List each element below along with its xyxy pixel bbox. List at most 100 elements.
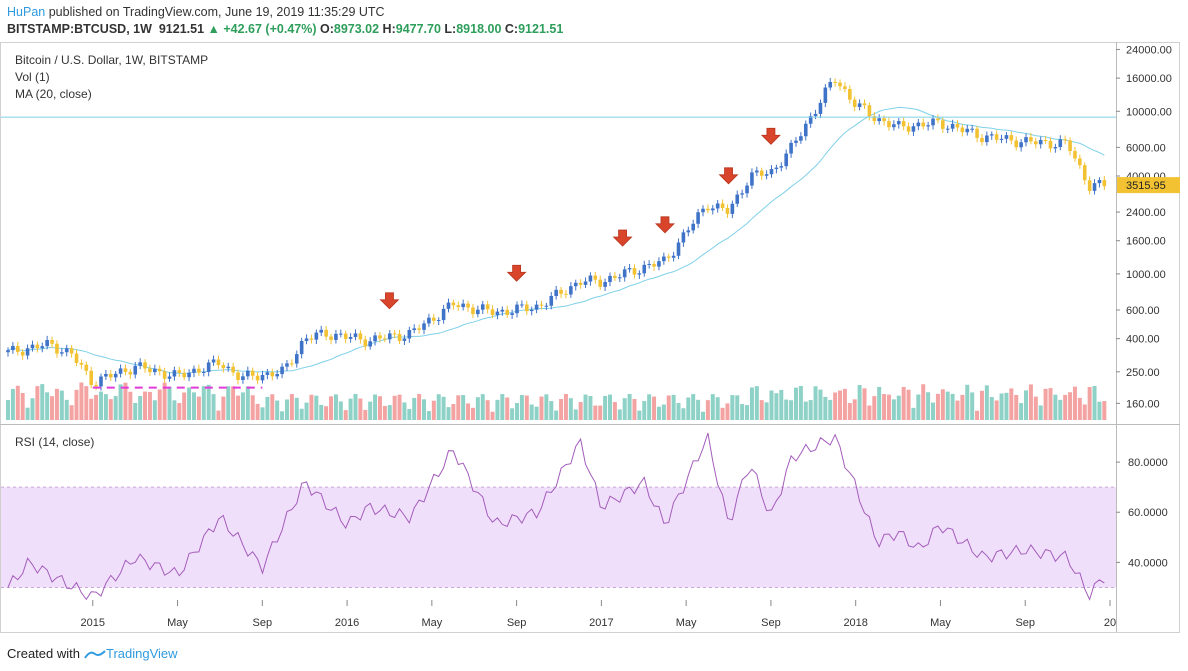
author-link[interactable]: HuPan bbox=[7, 5, 46, 19]
candle-body bbox=[167, 376, 172, 379]
time-tick-label: Sep bbox=[253, 617, 273, 629]
candle-body bbox=[407, 329, 412, 339]
volume-bar bbox=[539, 396, 544, 420]
volume-bar bbox=[1072, 386, 1077, 420]
candle-body bbox=[334, 333, 338, 340]
chart-border bbox=[0, 42, 1180, 633]
time-axis[interactable]: 2015 May Sep 2016 May Sep 2017 May Sep 2018 May Sep… bbox=[81, 600, 1117, 629]
tradingview-brand[interactable]: TradingView bbox=[84, 646, 178, 661]
candle-body bbox=[246, 370, 250, 377]
candle-body bbox=[965, 128, 970, 133]
candle-body bbox=[1043, 139, 1048, 141]
volume-bar bbox=[495, 399, 500, 420]
volume-bar bbox=[852, 399, 857, 420]
candle-body bbox=[427, 317, 431, 324]
rsi-tick-label: 60.0000 bbox=[1128, 507, 1168, 519]
volume-bar bbox=[470, 407, 475, 420]
volume-bar bbox=[789, 400, 794, 420]
candle-body bbox=[162, 371, 167, 379]
volume-bar bbox=[1092, 385, 1097, 420]
volume-bar bbox=[534, 406, 539, 420]
volume-bar bbox=[59, 390, 64, 420]
candle-body bbox=[848, 89, 852, 100]
sell-arrow-icon bbox=[379, 292, 400, 310]
candle-body bbox=[255, 375, 260, 381]
volume-bar bbox=[299, 408, 304, 420]
candle-body bbox=[358, 333, 363, 340]
sell-arrow-icon bbox=[760, 127, 781, 145]
candle-body bbox=[691, 223, 696, 231]
ma-line-group bbox=[7, 106, 1105, 375]
volume-bar bbox=[187, 387, 192, 420]
volume-bar bbox=[740, 404, 745, 420]
candle-body bbox=[201, 371, 206, 373]
candle-body bbox=[50, 339, 54, 344]
candle-body bbox=[603, 281, 607, 287]
rsi-axis[interactable]: 80.0000 60.0000 40.0000 bbox=[1116, 457, 1168, 569]
candle-body bbox=[148, 368, 152, 373]
volume-bar bbox=[216, 410, 221, 420]
price-chart[interactable]: 24000.0016000.0010000.006000.004000.0024… bbox=[0, 40, 1188, 640]
sell-arrow-icon bbox=[718, 167, 739, 185]
volume-bar bbox=[1053, 394, 1058, 420]
candle-body bbox=[784, 153, 788, 167]
volume-bar bbox=[466, 403, 471, 420]
candle-body bbox=[339, 333, 343, 335]
candle-body bbox=[1034, 141, 1038, 145]
candle-body bbox=[818, 102, 823, 114]
candle-body bbox=[221, 365, 226, 369]
volume-bar bbox=[877, 386, 882, 420]
volume-bar bbox=[926, 392, 931, 420]
volume-bar bbox=[828, 399, 833, 420]
volume-bar bbox=[1043, 388, 1048, 420]
volume-bar bbox=[676, 403, 681, 420]
volume-bar bbox=[284, 399, 289, 420]
volume-bar bbox=[749, 387, 754, 420]
candle-body bbox=[456, 305, 461, 308]
candle-body bbox=[1048, 140, 1053, 149]
volume-bar bbox=[921, 384, 926, 420]
volume-bar bbox=[999, 393, 1004, 420]
candle-body bbox=[348, 337, 353, 339]
candle-body bbox=[20, 351, 25, 356]
price-tick-label: 10000.00 bbox=[1126, 106, 1172, 118]
candle-body bbox=[211, 359, 216, 363]
volume-bar bbox=[79, 382, 84, 420]
volume-bar bbox=[348, 398, 353, 420]
candle-body bbox=[950, 123, 955, 129]
high-label: H: bbox=[382, 22, 396, 36]
price-tick-label: 6000.00 bbox=[1126, 142, 1166, 154]
volume-bar bbox=[456, 395, 461, 420]
volume-bar bbox=[955, 400, 960, 420]
volume-bar bbox=[568, 398, 573, 420]
candle-body bbox=[896, 121, 901, 125]
volume-bar bbox=[1009, 388, 1014, 420]
volume-bar bbox=[461, 395, 466, 420]
candle-body bbox=[35, 344, 40, 349]
candle-body bbox=[143, 362, 147, 369]
volume-bar bbox=[333, 394, 338, 420]
price-change: ▲ +42.67 (+0.47%) bbox=[207, 22, 317, 36]
volume-bar bbox=[652, 396, 657, 420]
candle-body bbox=[1014, 140, 1019, 148]
volume-bar bbox=[798, 386, 803, 420]
candle-body bbox=[862, 103, 867, 106]
volume-bar bbox=[260, 407, 265, 420]
price-axis[interactable]: 24000.0016000.0010000.006000.004000.0024… bbox=[1116, 44, 1180, 410]
candle-body bbox=[79, 362, 84, 365]
candle-body bbox=[280, 366, 284, 375]
candle-body bbox=[857, 103, 862, 107]
volume-bar bbox=[774, 393, 779, 420]
candle-body bbox=[882, 118, 886, 122]
candle-body bbox=[69, 348, 74, 354]
candle-body bbox=[911, 126, 916, 132]
candle-body bbox=[725, 208, 730, 214]
volume-bar bbox=[6, 400, 10, 420]
time-tick-label: Sep bbox=[761, 617, 781, 629]
volume-bar bbox=[994, 400, 999, 420]
candle-body bbox=[299, 340, 304, 355]
candle-body bbox=[955, 123, 960, 128]
volume-bar bbox=[510, 408, 515, 420]
candle-body bbox=[187, 372, 191, 378]
volume-bar bbox=[236, 395, 241, 420]
